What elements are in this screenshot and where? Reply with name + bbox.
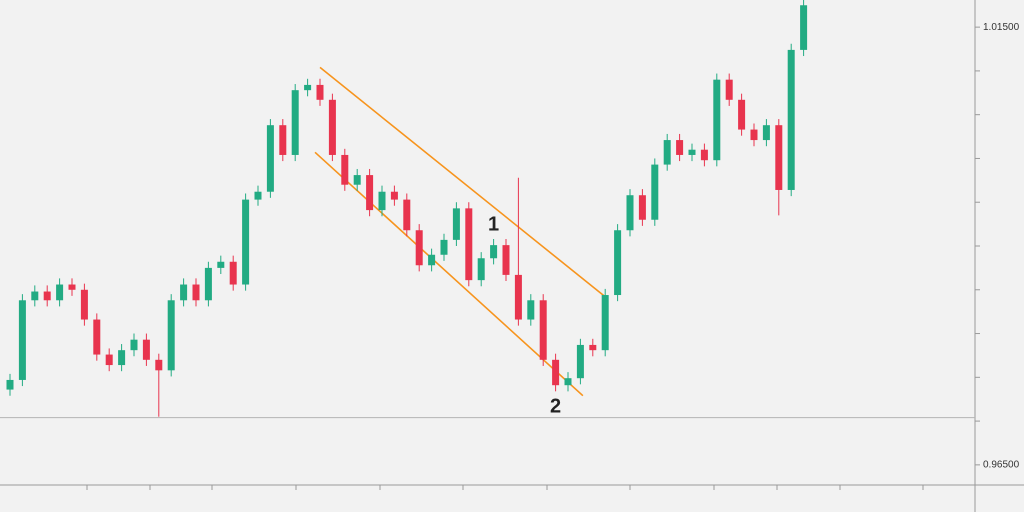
candle-body <box>130 339 138 351</box>
candle-body <box>242 199 250 285</box>
candle-body <box>403 199 411 231</box>
candle-body <box>341 154 349 185</box>
candle-body <box>266 125 274 192</box>
candle-body <box>440 239 448 255</box>
candle-body <box>142 339 150 360</box>
candle-body <box>490 245 498 259</box>
candle-body <box>180 284 188 301</box>
candle-body <box>676 140 684 155</box>
candle-body <box>552 359 560 386</box>
candle-body <box>638 195 646 220</box>
candle-body <box>378 191 386 211</box>
candle-body <box>415 230 423 266</box>
candle-body <box>514 274 522 320</box>
candle-body <box>105 354 113 366</box>
candle-body <box>155 359 163 371</box>
candle-body <box>390 191 398 200</box>
candle-body <box>452 208 460 240</box>
candle-body <box>688 149 696 155</box>
candle-body <box>428 254 436 266</box>
candle-body <box>700 149 708 161</box>
candle-body <box>663 140 671 165</box>
y-tick-label: 0.96500 <box>983 460 1020 471</box>
candle-body <box>279 125 287 155</box>
candle-body <box>316 84 324 100</box>
candle-body <box>614 230 622 296</box>
candle-body <box>576 344 584 379</box>
candle-body <box>651 164 659 220</box>
candle-body <box>626 195 634 231</box>
annotation: 2 <box>550 396 561 418</box>
candle-body <box>502 245 510 275</box>
y-tick-label: 1.01500 <box>983 22 1020 33</box>
trend-line <box>314 151 584 397</box>
trend-line <box>319 66 606 298</box>
candle-body <box>6 379 14 390</box>
candle-body <box>477 258 485 281</box>
candle-body <box>527 300 535 320</box>
candle-body <box>539 300 547 360</box>
candle-body <box>800 5 808 50</box>
candle-body <box>465 208 473 281</box>
candle-body <box>192 284 200 301</box>
annotation: 1 <box>488 213 499 235</box>
candle-body <box>43 291 51 301</box>
candle-body <box>229 261 237 285</box>
candle-body <box>713 79 721 161</box>
candle-body <box>725 79 733 100</box>
candle-body <box>366 175 374 211</box>
candle-body <box>118 350 126 366</box>
candle-body <box>353 175 361 185</box>
candle-body <box>750 129 758 141</box>
candle-body <box>601 295 609 351</box>
candle-body <box>564 378 572 386</box>
candle-body <box>68 284 76 290</box>
candle-body <box>80 289 88 320</box>
candle-body <box>738 99 746 130</box>
candle-body <box>167 300 175 371</box>
x-axis-ticks <box>86 485 924 490</box>
candle-body <box>589 344 597 351</box>
candle-body <box>31 291 39 301</box>
candle-body <box>304 84 312 91</box>
candle-body <box>787 49 795 190</box>
candle-body <box>775 125 783 190</box>
candle-body <box>291 90 299 155</box>
candle-body <box>328 99 336 155</box>
candle-body <box>762 125 770 141</box>
candle-body <box>254 191 262 200</box>
candle-body <box>217 261 225 268</box>
candle-body <box>93 319 101 355</box>
candle-body <box>204 267 212 301</box>
candle-body <box>56 284 64 301</box>
candle-body <box>18 300 26 380</box>
